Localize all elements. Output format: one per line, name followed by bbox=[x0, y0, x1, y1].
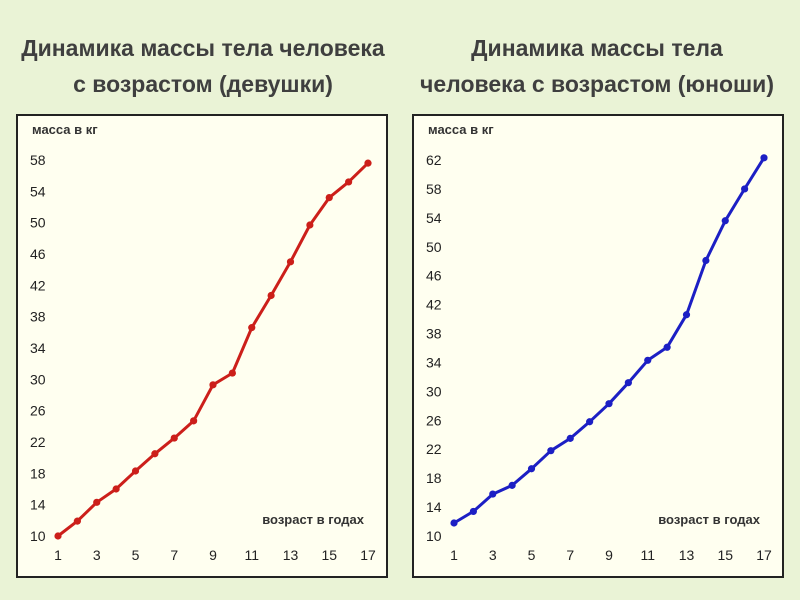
boys-x-tick-label: 5 bbox=[528, 547, 536, 563]
boys-data-point bbox=[586, 418, 594, 426]
boys-data-point bbox=[702, 256, 710, 265]
girls-data-point bbox=[228, 369, 236, 377]
girls-data-point bbox=[345, 178, 353, 186]
chart-boys: масса в кг возраст в годах 10 14 18 22 26 30 34 3… bbox=[426, 122, 772, 563]
boys-data-point bbox=[508, 481, 516, 489]
girls-x-tick-label: 15 bbox=[321, 547, 337, 563]
girls-data-point bbox=[364, 159, 372, 167]
boys-y-tick-label: 38 bbox=[426, 326, 442, 342]
girls-data-point bbox=[112, 485, 120, 493]
girls-data-point bbox=[267, 291, 275, 300]
boys-data-point bbox=[547, 447, 555, 455]
boys-y-tick-label: 58 bbox=[426, 181, 442, 197]
boys-data-point bbox=[682, 311, 691, 319]
girls-y-tick-label: 50 bbox=[30, 215, 46, 231]
boys-x-tick-label: 13 bbox=[679, 547, 695, 563]
boys-y-tick-label: 54 bbox=[426, 210, 442, 226]
girls-data-point bbox=[73, 517, 81, 525]
chart-title-boys: Динамика массы тела человека с возрастом… bbox=[402, 30, 792, 102]
boys-x-tick-label: 3 bbox=[489, 547, 497, 563]
girls-data-point bbox=[93, 498, 101, 506]
girls-x-tick-label: 11 bbox=[244, 547, 259, 563]
boys-y-tick-label: 34 bbox=[426, 354, 442, 370]
chart-girls: масса в кг возраст в годах 10 14 18 22 26 30 34 3… bbox=[30, 122, 376, 563]
chart-panel-girls: масса в кг возраст в годах 10 14 18 22 26 30 34 3… bbox=[16, 114, 388, 578]
girls-data-point bbox=[248, 324, 256, 332]
girls-data-point bbox=[306, 221, 314, 229]
girls-data-point bbox=[325, 194, 333, 202]
chart-title-girls: Динамика массы тела человека с возрастом… bbox=[8, 30, 398, 102]
chart-panel-boys: масса в кг возраст в годах 10 14 18 22 26 30 34 3… bbox=[412, 114, 784, 578]
boys-y-tick-label: 42 bbox=[426, 297, 442, 313]
girls-y-tick-label: 42 bbox=[30, 277, 46, 293]
girls-x-tick-label: 1 bbox=[54, 547, 62, 563]
girls-y-tick-label: 58 bbox=[30, 152, 46, 168]
boys-y-tick-label: 14 bbox=[426, 499, 442, 515]
girls-y-tick-label: 54 bbox=[30, 183, 46, 199]
boys-data-point bbox=[489, 490, 497, 498]
boys-data-point bbox=[741, 185, 749, 193]
boys-y-tick-label: 26 bbox=[426, 412, 442, 428]
girls-x-tick-label: 5 bbox=[132, 547, 140, 563]
girls-y-tick-label: 22 bbox=[30, 434, 46, 450]
girls-y-tick-label: 46 bbox=[30, 246, 46, 262]
boys-data-point bbox=[721, 217, 729, 225]
boys-x-tick-label: 1 bbox=[450, 547, 458, 563]
girls-x-axis-label: возраст в годах bbox=[262, 512, 365, 527]
girls-data-point bbox=[131, 467, 140, 475]
boys-y-tick-label: 46 bbox=[426, 268, 442, 284]
chart-title-boys-line-1: Динамика массы тела bbox=[471, 35, 723, 61]
girls-y-tick-label: 18 bbox=[30, 465, 46, 481]
girls-data-point bbox=[54, 532, 62, 540]
boys-data-point bbox=[760, 154, 768, 162]
girls-data-point bbox=[286, 258, 295, 266]
boys-y-axis-label: масса в кг bbox=[428, 122, 494, 137]
boys-data-point bbox=[624, 379, 632, 387]
girls-y-tick-label: 38 bbox=[30, 309, 46, 325]
boys-data-point bbox=[663, 343, 671, 351]
girls-data-point bbox=[209, 381, 217, 389]
chart-title-boys-line-2: человека с возрастом (юноши) bbox=[420, 71, 774, 97]
girls-x-tick-label: 7 bbox=[170, 547, 178, 563]
girls-x-tick-label: 17 bbox=[360, 547, 376, 563]
boys-data-point bbox=[450, 519, 458, 527]
boys-x-tick-label: 11 bbox=[640, 547, 655, 563]
boys-y-tick-label: 50 bbox=[426, 239, 442, 255]
girls-x-tick-label: 13 bbox=[283, 547, 299, 563]
girls-x-tick-label: 9 bbox=[209, 547, 217, 563]
boys-x-axis-label: возраст в годах bbox=[658, 512, 761, 527]
boys-x-tick-label: 15 bbox=[717, 547, 733, 563]
boys-x-tick-label: 17 bbox=[756, 547, 772, 563]
girls-data-point bbox=[170, 434, 178, 442]
boys-y-tick-label: 10 bbox=[426, 528, 442, 544]
boys-data-point bbox=[527, 465, 536, 473]
girls-data-point bbox=[190, 417, 198, 425]
girls-y-axis-label: масса в кг bbox=[32, 122, 98, 137]
girls-x-tick-label: 3 bbox=[93, 547, 101, 563]
girls-y-tick-label: 10 bbox=[30, 528, 46, 544]
girls-y-tick-label: 26 bbox=[30, 403, 46, 419]
girls-y-tick-label: 30 bbox=[30, 371, 46, 387]
boys-y-tick-label: 30 bbox=[426, 383, 442, 399]
boys-data-point bbox=[605, 400, 613, 408]
boys-y-tick-label: 62 bbox=[426, 152, 442, 168]
boys-series-line bbox=[453, 157, 766, 525]
boys-data-point bbox=[566, 434, 574, 442]
girls-series-line bbox=[57, 162, 370, 538]
boys-y-tick-label: 18 bbox=[426, 470, 442, 486]
girls-y-tick-label: 34 bbox=[30, 340, 46, 356]
chart-title-girls-line-1: Динамика массы тела человека bbox=[21, 35, 385, 61]
boys-x-tick-label: 9 bbox=[605, 547, 613, 563]
boys-y-tick-label: 22 bbox=[426, 441, 442, 457]
girls-y-tick-label: 14 bbox=[30, 497, 46, 513]
boys-data-point bbox=[644, 356, 652, 364]
boys-data-point bbox=[469, 507, 477, 516]
girls-data-point bbox=[151, 450, 159, 458]
chart-title-girls-line-2: с возрастом (девушки) bbox=[73, 71, 333, 97]
boys-x-tick-label: 7 bbox=[566, 547, 574, 563]
